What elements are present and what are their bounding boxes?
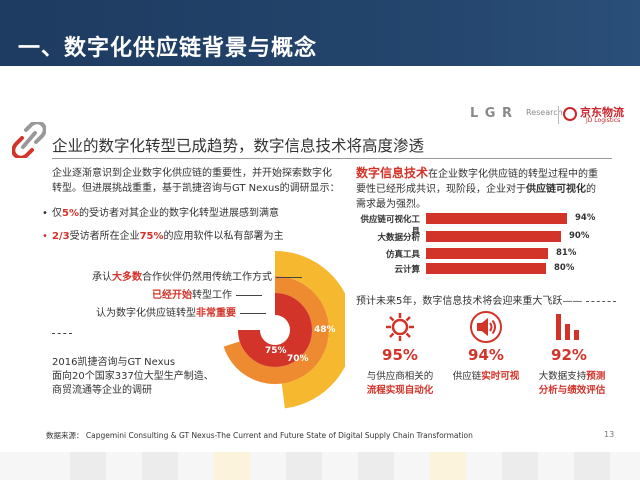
footer-strip-cell <box>574 452 610 480</box>
bar-value-label: 94% <box>575 213 596 223</box>
stat-visibility-pct: 94% <box>468 346 504 364</box>
donut-ring-inner <box>238 293 312 367</box>
page-number: 13 <box>604 430 615 439</box>
bar-track <box>426 213 576 224</box>
bar-row: 供应链可视化工具 94% <box>356 212 616 237</box>
survey-source-note: 2016凯捷咨询与GT Nexus 面向20个国家337位大型生产制造、 商贸流… <box>52 357 214 396</box>
stat-analytics-pct: 92% <box>551 346 587 364</box>
logr-logo-sub: Research <box>526 108 563 117</box>
footer-strip-cell <box>214 452 250 480</box>
page-title: 一、数字化供应链背景与概念 <box>18 36 318 61</box>
heading-rule <box>52 158 612 159</box>
bar-chart-icon <box>556 314 579 340</box>
logr-logo: L G R <box>470 106 514 121</box>
section-heading: 企业的数字化转型已成趋势，数字信息技术将高度渗透 <box>52 137 425 155</box>
bar-row: 云计算 80% <box>356 262 616 276</box>
header-banner: 一、数字化供应链背景与概念 <box>0 0 640 66</box>
bullet-satisfaction: • 仅5%的受访者对其企业的数字化转型进展感到满意 <box>42 208 279 219</box>
bar-row: 仿真工具 81% <box>356 247 616 261</box>
bar-fill <box>426 231 561 242</box>
footer-strip-cell <box>286 452 322 480</box>
note-divider <box>52 333 72 334</box>
donut-ring-middle <box>223 276 329 384</box>
stat-automation-pct: 95% <box>382 346 418 364</box>
bar-row: 大数据分析 90% <box>356 230 616 244</box>
stat-analytics-caption: 大数据支持预测 分析与绩效评估 <box>538 371 606 396</box>
survey-item-traditional: 承认大多数合作伙伴仍然用传统工作方式 <box>92 268 302 283</box>
jd-logo-sub: JD Logistics <box>586 117 621 124</box>
logo-group: L G R Research 京东物流 JD Logistics <box>470 104 630 128</box>
chain-link-icon <box>12 122 46 158</box>
footer-strip-cell <box>142 452 178 480</box>
donut-value-outer: 48% <box>314 325 336 335</box>
bar-value-label: 81% <box>556 248 577 258</box>
bar-track <box>426 231 576 242</box>
bar-value-label: 80% <box>554 263 575 273</box>
footer-strip-cell <box>358 452 394 480</box>
tech-heading: 数字信息技术在企业数字化供应链的转型过程中的重 要性已经形成共识，现阶段，企业对… <box>356 166 599 210</box>
bar-fill <box>426 248 548 259</box>
forecast-line: 预计未来5年，数字信息技术将会迎来重大飞跃—— <box>356 292 617 307</box>
gear-icon <box>386 313 414 341</box>
donut-chart <box>205 251 345 409</box>
footer-strip-cell <box>502 452 538 480</box>
bar-category-label: 供应链可视化工具 <box>360 215 420 237</box>
logo-divider <box>558 106 559 124</box>
bar-value-label: 90% <box>569 231 590 241</box>
bar-category-label: 云计算 <box>394 265 420 275</box>
donut-ring-outer <box>274 251 345 409</box>
jd-logo-name: 京东物流 <box>580 106 624 119</box>
stat-automation-caption: 与供应商相关的 流程实现自动化 <box>366 371 434 396</box>
intro-paragraph: 企业逐渐意识到企业数字化供应链的重要性，并开始探索数字化 转型。但进展挑战重重，… <box>52 168 340 194</box>
bar-fill <box>426 263 546 274</box>
stat-visibility-caption: 供应链实时可视 <box>452 371 520 382</box>
data-source-footnote: 数据来源： Capgemini Consulting & GT Nexus-Th… <box>46 431 473 440</box>
jd-logo-icon <box>563 107 577 121</box>
bar-track <box>426 263 576 274</box>
bullet-private-deploy: • 2/3受访者所在企业75%的应用软件以私有部署为主 <box>42 231 284 242</box>
survey-item-started: 已经开始转型工作 <box>152 286 262 301</box>
bar-category-label: 仿真工具 <box>385 250 420 260</box>
bar-track <box>426 248 576 259</box>
footer-strip-cell <box>430 452 466 480</box>
bar-fill <box>426 213 567 224</box>
bar-category-label: 大数据分析 <box>377 233 420 243</box>
survey-item-important: 认为数字化供应链转型非常重要 <box>96 304 266 319</box>
speaker-icon <box>470 311 502 343</box>
donut-value-inner: 75% <box>265 346 287 356</box>
donut-value-middle: 70% <box>287 354 309 364</box>
footer-strip-cell <box>70 452 106 480</box>
